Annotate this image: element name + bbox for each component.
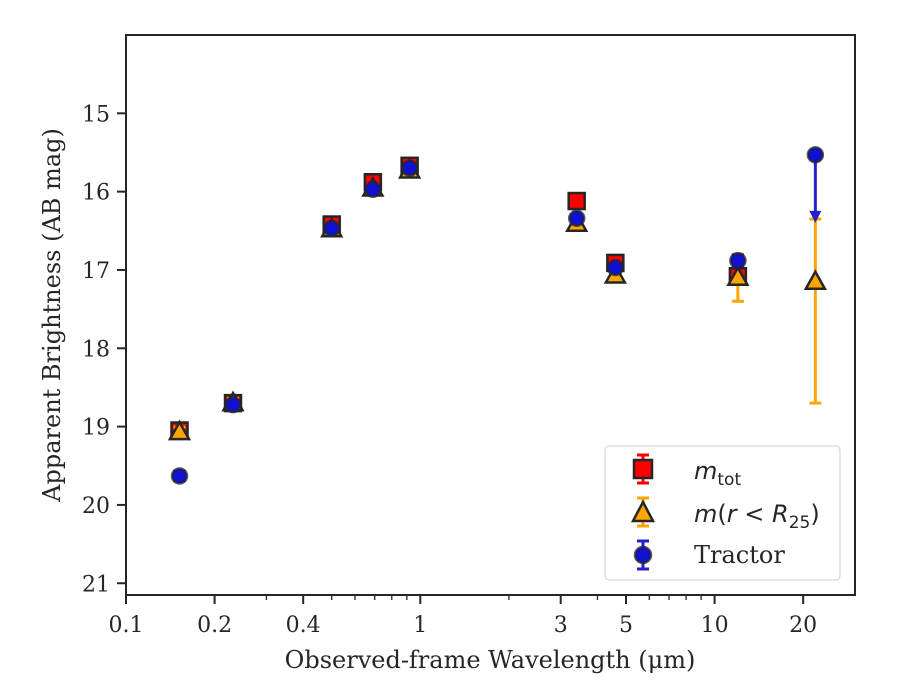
tractor-point xyxy=(567,209,586,228)
legend: mtot m(r < R25) Tractor xyxy=(604,445,841,581)
legend-tractor-marker xyxy=(633,545,653,565)
tractor-point xyxy=(322,219,341,238)
legend-mtot-marker xyxy=(632,458,654,480)
legend-mr25-label: m(r < R25) xyxy=(694,500,820,533)
legend-mr25-marker xyxy=(630,499,656,523)
mr25-point xyxy=(167,419,192,441)
y-tick-label: 15 xyxy=(82,102,110,127)
tractor-point xyxy=(806,146,825,164)
x-tick-label: 1 xyxy=(413,613,427,638)
y-tick-label: 20 xyxy=(82,494,110,519)
tractor-point xyxy=(364,180,382,199)
y-tick-label: 21 xyxy=(82,572,110,597)
legend-box xyxy=(604,445,841,581)
x-tick-label: 3 xyxy=(554,613,568,638)
legend-tractor-label: Tractor xyxy=(694,541,785,569)
tractor-point xyxy=(400,159,419,177)
legend-item-mtot: mtot xyxy=(632,453,741,490)
x-tick-label: 0.4 xyxy=(286,613,321,638)
tractor-point xyxy=(224,395,242,414)
y-tick-label: 18 xyxy=(82,337,110,362)
x-axis: 0.1 0.2 0.4 1 3 5 10 20 xyxy=(109,595,817,638)
x-tick-label: 0.1 xyxy=(109,613,144,638)
y-tick-label: 16 xyxy=(82,181,110,206)
mr25-point xyxy=(803,269,827,290)
tractor-point xyxy=(729,251,747,270)
tractor-point xyxy=(606,258,625,277)
x-tick-label: 0.2 xyxy=(197,613,232,638)
legend-item-mr25: m(r < R25) xyxy=(630,496,820,533)
x-tick-label: 20 xyxy=(789,613,817,638)
y-axis: 15 16 17 18 19 20 21 xyxy=(82,102,126,597)
tractor-point xyxy=(170,467,189,485)
y-tick-label: 17 xyxy=(82,259,110,284)
x-tick-label: 10 xyxy=(701,613,729,638)
y-tick-label: 19 xyxy=(82,416,110,441)
y-axis-label: Apparent Brightness (AB mag) xyxy=(38,128,66,503)
tractor-limit-arrow-head xyxy=(809,210,822,223)
mr25-point xyxy=(726,265,750,287)
plot-area xyxy=(167,146,827,485)
legend-item-tractor: Tractor xyxy=(633,539,785,571)
mtot-point xyxy=(567,191,586,211)
legend-mtot-label: mtot xyxy=(694,457,741,490)
x-axis-label: Observed-frame Wavelength (μm) xyxy=(285,646,696,674)
x-tick-label: 5 xyxy=(619,613,633,638)
